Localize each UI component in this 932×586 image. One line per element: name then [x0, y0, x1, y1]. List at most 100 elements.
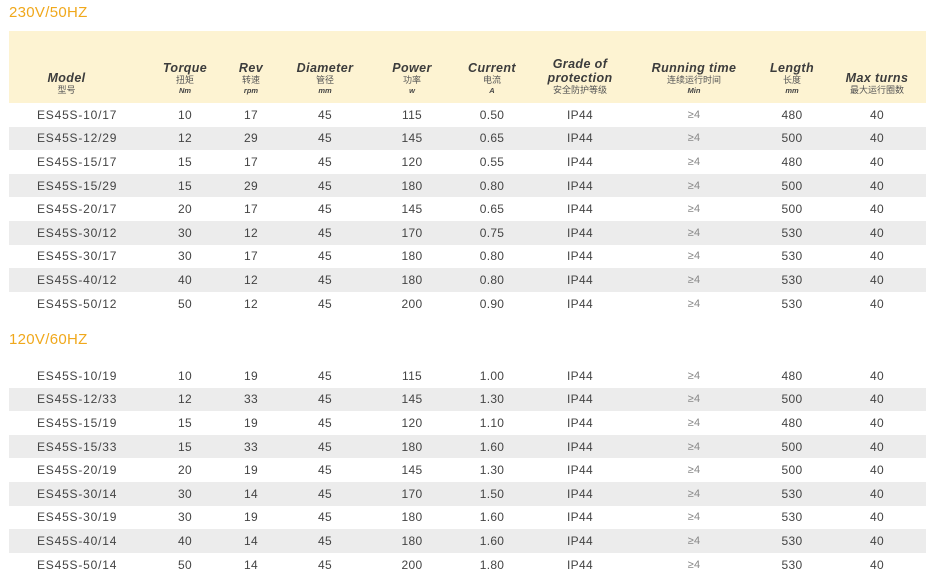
table-cell: 40	[870, 439, 884, 454]
table-cell: 40	[870, 296, 884, 311]
table-cell: 0.65	[479, 202, 505, 217]
table-cell: 14	[244, 486, 258, 501]
table-cell: 0.80	[479, 272, 505, 287]
header-unit: w	[409, 86, 415, 95]
table-cell: 20	[178, 463, 192, 478]
table-cell: 30	[178, 249, 192, 264]
table-cell: 1.50	[479, 486, 505, 501]
table-cell: 45	[318, 392, 332, 407]
table-cell: ES45S-40/12	[37, 272, 118, 287]
table-cell: 12	[244, 296, 258, 311]
table-cell: 530	[781, 533, 803, 548]
table-cell: 29	[244, 178, 258, 193]
table-cell: 30	[178, 510, 192, 525]
table-cell: 115	[401, 107, 423, 122]
table-cell: 15	[178, 154, 192, 169]
table-cell: ES45S-50/14	[37, 557, 118, 572]
table-cell: 0.80	[479, 178, 505, 193]
table-cell: 12	[178, 392, 192, 407]
table-cell: 145	[401, 463, 423, 478]
table-cell: ≥4	[687, 464, 701, 477]
table-row: ES45S-12/29 12 29 45 145 0.65 IP44 ≥4 500 40	[9, 126, 926, 151]
table-cell: 120	[401, 154, 423, 169]
table-cell: 40	[870, 154, 884, 169]
table-cell: 1.60	[479, 533, 505, 548]
table-cell: 530	[781, 510, 803, 525]
table-cell: 17	[244, 202, 258, 217]
table-cell: ES45S-30/12	[37, 225, 118, 240]
table-cell: 145	[401, 202, 423, 217]
table-cell: ES45S-50/12	[37, 296, 118, 311]
table-cell: 530	[781, 225, 803, 240]
table-cell: 1.00	[479, 368, 505, 383]
table-cell: 14	[244, 557, 258, 572]
table-cell: 500	[781, 178, 803, 193]
table-cell: 45	[318, 463, 332, 478]
table-cell: ≥4	[687, 273, 701, 286]
table-cell: 15	[178, 439, 192, 454]
table-cell: 500	[781, 439, 803, 454]
table-cell: 40	[870, 178, 884, 193]
header-cn: 安全防护等级	[552, 85, 607, 95]
table-cell: 120	[401, 415, 423, 430]
table-cell: ≥4	[687, 179, 701, 192]
table-cell: IP44	[567, 296, 593, 311]
table-cell: 115	[401, 368, 423, 383]
table-row: ES45S-40/12 40 12 45 180 0.80 IP44 ≥4 530 40	[9, 268, 926, 292]
table-cell: 200	[401, 557, 423, 572]
table-cell: ES45S-15/19	[37, 415, 118, 430]
table-cell: IP44	[567, 415, 593, 430]
table-cell: 40	[870, 202, 884, 217]
table-cell: 530	[781, 557, 803, 572]
table-cell: 170	[401, 225, 423, 240]
table-row: ES45S-15/17 15 17 45 120 0.55 IP44 ≥4 480 40	[9, 150, 926, 174]
table-cell: 17	[244, 249, 258, 264]
table-cell: 530	[781, 296, 803, 311]
table-cell: 30	[178, 225, 192, 240]
table-cell: 170	[401, 486, 423, 501]
table-cell: ES45S-30/17	[37, 249, 118, 264]
table-cell: 530	[781, 486, 803, 501]
table-cell: 10	[178, 107, 192, 122]
table-cell: 40	[870, 533, 884, 548]
table-cell: 530	[781, 272, 803, 287]
header-rev: Rev 转速 rpm	[221, 31, 281, 103]
table-cell: 180	[401, 439, 423, 454]
section-title-230v: 230V/50HZ	[9, 4, 88, 21]
table-cell: ≥4	[687, 297, 701, 310]
table-row: ES45S-50/14 50 14 45 200 1.80 IP44 ≥4 530 40	[9, 553, 926, 577]
header-unit: A	[489, 86, 495, 95]
header-en: Current	[468, 61, 516, 75]
header-protection: Grade of protection 安全防护等级	[536, 31, 624, 103]
table-row: ES45S-30/12 30 12 45 170 0.75 IP44 ≥4 530 40	[9, 220, 926, 245]
header-power: Power 功率 w	[379, 31, 445, 103]
table-cell: ES45S-20/17	[37, 202, 118, 217]
table-cell: ES45S-30/14	[37, 486, 118, 501]
table-cell: ≥4	[687, 132, 701, 145]
table-cell: 0.55	[479, 154, 505, 169]
header-en: Grade of protection	[547, 57, 613, 85]
table-cell: IP44	[567, 368, 593, 383]
table-cell: ≥4	[687, 108, 701, 121]
table-cell: 480	[781, 154, 803, 169]
table-cell: 45	[318, 178, 332, 193]
table-cell: 40	[178, 533, 192, 548]
table-row: ES45S-15/33 15 33 45 180 1.60 IP44 ≥4 500 40	[9, 434, 926, 459]
header-cn: 管径	[315, 75, 334, 85]
table-cell: 12	[244, 225, 258, 240]
table-cell: ES45S-20/19	[37, 463, 118, 478]
table-cell: 12	[244, 272, 258, 287]
table-cell: 33	[244, 439, 258, 454]
table-cell: 45	[318, 557, 332, 572]
header-cn: 功率	[402, 75, 421, 85]
table-cell: 0.80	[479, 249, 505, 264]
table-cell: 19	[244, 510, 258, 525]
table-cell: 45	[318, 415, 332, 430]
table-cell: 40	[870, 368, 884, 383]
table-cell: IP44	[567, 272, 593, 287]
table-cell: 50	[178, 296, 192, 311]
table-header: Model 型号 Torque 扭矩 Nm Rev 转速 rpm Diamete…	[9, 31, 926, 103]
header-en: Diameter	[296, 61, 354, 75]
table-cell: 1.60	[479, 439, 505, 454]
table-cell: 14	[244, 533, 258, 548]
